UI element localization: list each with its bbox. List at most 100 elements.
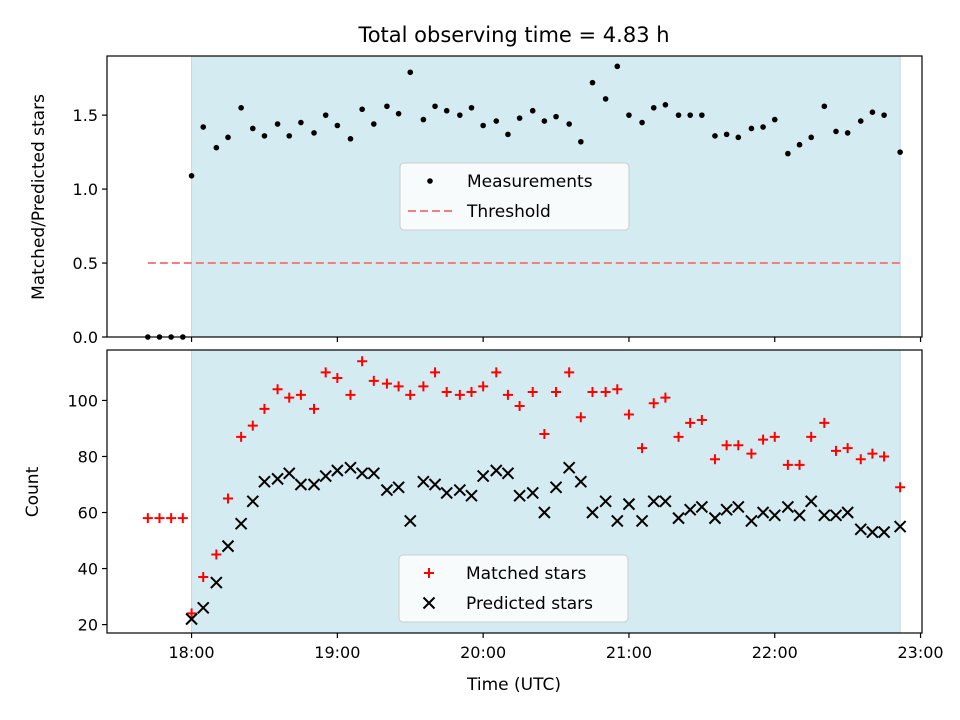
data-point [359, 106, 365, 113]
data-point [441, 387, 452, 398]
data-point [295, 389, 306, 400]
data-point [392, 481, 405, 494]
data-point [806, 431, 817, 442]
data-point [574, 475, 588, 488]
y-tick-label: 40 [78, 560, 98, 579]
data-point [575, 412, 586, 423]
data-point [384, 103, 390, 110]
legend-label: Threshold [466, 202, 551, 222]
data-point [793, 509, 806, 522]
data-point [493, 118, 500, 124]
data-point [368, 375, 379, 386]
data-point [650, 104, 657, 111]
data-point [833, 128, 839, 135]
data-point [721, 440, 732, 451]
data-point [639, 119, 645, 126]
data-point [673, 431, 684, 442]
data-point [491, 367, 502, 378]
data-point [307, 478, 321, 491]
data-point [284, 392, 295, 403]
data-point [794, 459, 805, 470]
data-point [549, 481, 563, 494]
data-point [238, 104, 244, 111]
data-point [782, 459, 793, 470]
data-point [454, 389, 465, 400]
data-point [819, 417, 830, 428]
data-point [501, 467, 515, 480]
data-point [468, 104, 475, 111]
data-point [672, 511, 685, 525]
y-tick-label: 100 [67, 391, 98, 410]
legend-box [398, 554, 629, 623]
data-point [756, 506, 770, 519]
x-tick-label: 18:00 [169, 643, 215, 662]
data-point [879, 451, 890, 462]
data-point [841, 506, 854, 519]
data-point [635, 514, 649, 528]
series-matched-stars [142, 356, 906, 619]
y-tick-label: 20 [78, 616, 98, 635]
data-point [457, 112, 463, 118]
data-point [319, 469, 332, 483]
data-point [381, 378, 392, 389]
top-y-axis-label: Matched/Predicted stars [29, 94, 49, 300]
data-point [177, 513, 188, 524]
bottom-y-axis-label: Count [23, 466, 43, 517]
data-point [355, 467, 369, 480]
data-point [294, 478, 308, 491]
data-point [332, 373, 343, 384]
data-point [733, 440, 744, 451]
data-point [895, 482, 906, 493]
data-point [514, 401, 525, 412]
data-point [502, 389, 513, 400]
data-point [246, 495, 260, 508]
data-point [371, 121, 377, 127]
data-point [821, 103, 828, 110]
data-point [210, 576, 223, 589]
data-point [675, 112, 682, 118]
data-point [844, 130, 851, 136]
data-point [247, 420, 258, 431]
legend: Matched stars Predicted stars [398, 554, 629, 623]
data-point [735, 134, 742, 141]
data-point [154, 513, 165, 524]
data-point [564, 367, 575, 378]
data-point [829, 509, 843, 522]
data-point [283, 467, 296, 480]
data-point [505, 131, 511, 138]
data-point [344, 461, 357, 474]
data-point [612, 384, 623, 395]
data-point [720, 503, 733, 516]
y-tick-label: 1.5 [73, 106, 98, 125]
data-point [867, 448, 878, 459]
data-point [478, 381, 489, 392]
x-tick-label: 23:00 [897, 643, 943, 662]
legend-label: Measurements [467, 172, 593, 192]
data-point [599, 495, 612, 508]
data-point [647, 495, 660, 508]
data-point [748, 125, 755, 132]
data-point [309, 403, 320, 414]
data-point [804, 495, 818, 508]
legend-marker-x [422, 596, 436, 610]
data-point [551, 387, 562, 398]
data-point [622, 497, 636, 511]
data-point [683, 503, 697, 516]
data-point [687, 112, 693, 118]
data-point [234, 517, 248, 530]
data-point [695, 500, 709, 514]
data-point [626, 112, 632, 118]
data-point [440, 486, 453, 500]
data-point [562, 461, 576, 474]
data-point [320, 367, 331, 378]
data-point [407, 69, 414, 76]
x-tick-label: 19:00 [314, 643, 360, 662]
data-point [541, 118, 548, 124]
data-point [818, 509, 831, 522]
data-point [781, 500, 795, 514]
data-point [198, 571, 209, 582]
data-point [428, 478, 442, 491]
data-point [600, 387, 611, 398]
data-point [769, 431, 780, 442]
